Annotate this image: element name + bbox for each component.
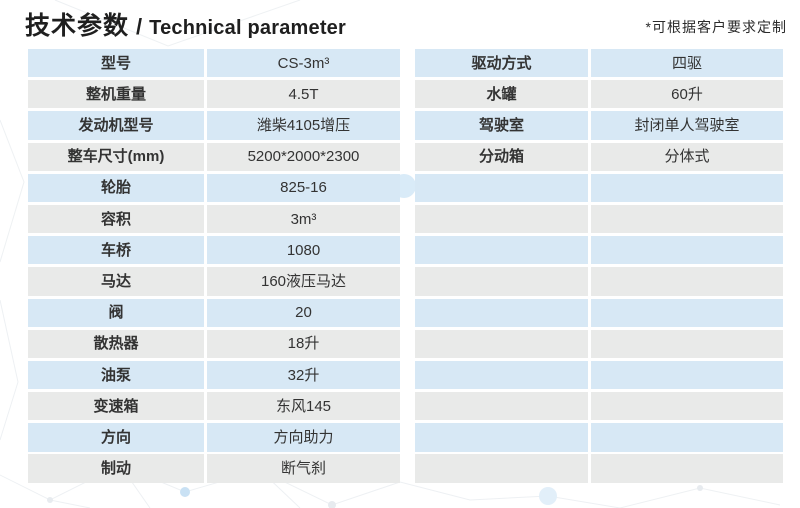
param-value: 60升 [591,80,783,109]
param-value: 四驱 [591,49,783,78]
param-value-empty [591,423,783,452]
table-row: 变速箱 东风145 [28,392,400,421]
param-label: 驱动方式 [415,49,588,78]
param-label: 容积 [28,204,204,234]
table-row: 驱动方式 四驱 [415,49,783,78]
table-row: 分动箱 分体式 [415,142,783,171]
param-value: 18升 [207,329,400,358]
spec-table-left: 型号 CS-3m³ 整机重量 4.5T 发动机型号 潍柴4105增压 整车尺寸(… [28,49,400,486]
param-label: 驾驶室 [415,111,588,140]
table-row-empty [415,360,783,390]
param-value-empty [591,360,783,390]
param-label-empty [415,392,588,421]
table-row-empty [415,454,783,483]
param-label: 整车尺寸(mm) [28,142,204,171]
table-row-empty [415,204,783,234]
param-value-empty [591,298,783,327]
param-value-empty [591,454,783,483]
param-value: 4.5T [207,80,400,109]
param-label: 油泵 [28,360,204,390]
page-title-chinese: 技术参数 [25,12,130,40]
table-row: 阀 20 [28,298,400,327]
param-value-empty [591,392,783,421]
param-value-empty [591,329,783,358]
param-label: 制动 [28,454,204,483]
param-label: 马达 [28,267,204,296]
param-value: 3m³ [207,204,400,234]
customization-note: *可根据客户要求定制 [645,19,787,35]
param-value: 20 [207,298,400,327]
table-row-empty [415,423,783,452]
param-value: 160液压马达 [207,267,400,296]
table-row: 型号 CS-3m³ [28,49,400,78]
param-value: 825-16 [207,173,400,203]
table-row: 整机重量 4.5T [28,80,400,109]
table-row: 车桥 1080 [28,236,400,265]
param-label: 水罐 [415,80,588,109]
param-value-empty [591,173,783,203]
table-row: 发动机型号 潍柴4105增压 [28,111,400,140]
param-label-empty [415,360,588,390]
table-row-empty [415,392,783,421]
param-label-empty [415,204,588,234]
param-label: 分动箱 [415,142,588,171]
param-label: 方向 [28,423,204,452]
param-value-empty [591,236,783,265]
param-label-empty [415,423,588,452]
table-row-empty [415,236,783,265]
param-value: 封闭单人驾驶室 [591,111,783,140]
param-label: 发动机型号 [28,111,204,140]
param-label: 变速箱 [28,392,204,421]
param-label: 型号 [28,49,204,78]
table-row-empty [415,329,783,358]
param-label-empty [415,298,588,327]
param-label-empty [415,454,588,483]
param-label-empty [415,329,588,358]
param-label: 车桥 [28,236,204,265]
table-row: 水罐 60升 [415,80,783,109]
spec-table-right: 驱动方式 四驱 水罐 60升 驾驶室 封闭单人驾驶室 分动箱 分体式 [415,49,783,486]
param-label: 阀 [28,298,204,327]
table-row: 油泵 32升 [28,360,400,390]
param-value: CS-3m³ [207,49,400,78]
page-title-english: Technical parameter [149,17,346,39]
table-row: 散热器 18升 [28,329,400,358]
table-row: 方向 方向助力 [28,423,400,452]
param-value: 1080 [207,236,400,265]
param-label: 整机重量 [28,80,204,109]
page-title: 技术参数 / Technical parameter [25,6,346,42]
param-value: 潍柴4105增压 [207,111,400,140]
param-value-empty [591,204,783,234]
table-row: 轮胎 825-16 [28,173,400,203]
param-value: 断气刹 [207,454,400,483]
param-label: 轮胎 [28,173,204,203]
param-label-empty [415,267,588,296]
param-label: 散热器 [28,329,204,358]
table-row: 制动 断气刹 [28,454,400,483]
param-value: 东风145 [207,392,400,421]
table-row: 容积 3m³ [28,204,400,234]
param-value: 方向助力 [207,423,400,452]
param-value-empty [591,267,783,296]
param-value: 分体式 [591,142,783,171]
table-row: 马达 160液压马达 [28,267,400,296]
param-value: 32升 [207,360,400,390]
param-label-empty [415,236,588,265]
table-row: 驾驶室 封闭单人驾驶室 [415,111,783,140]
table-row-empty [415,267,783,296]
page-title-separator: / [136,14,143,39]
param-label-empty [415,173,588,203]
param-value: 5200*2000*2300 [207,142,400,171]
table-row-empty [415,298,783,327]
table-row: 整车尺寸(mm) 5200*2000*2300 [28,142,400,171]
table-row-empty [415,173,783,203]
